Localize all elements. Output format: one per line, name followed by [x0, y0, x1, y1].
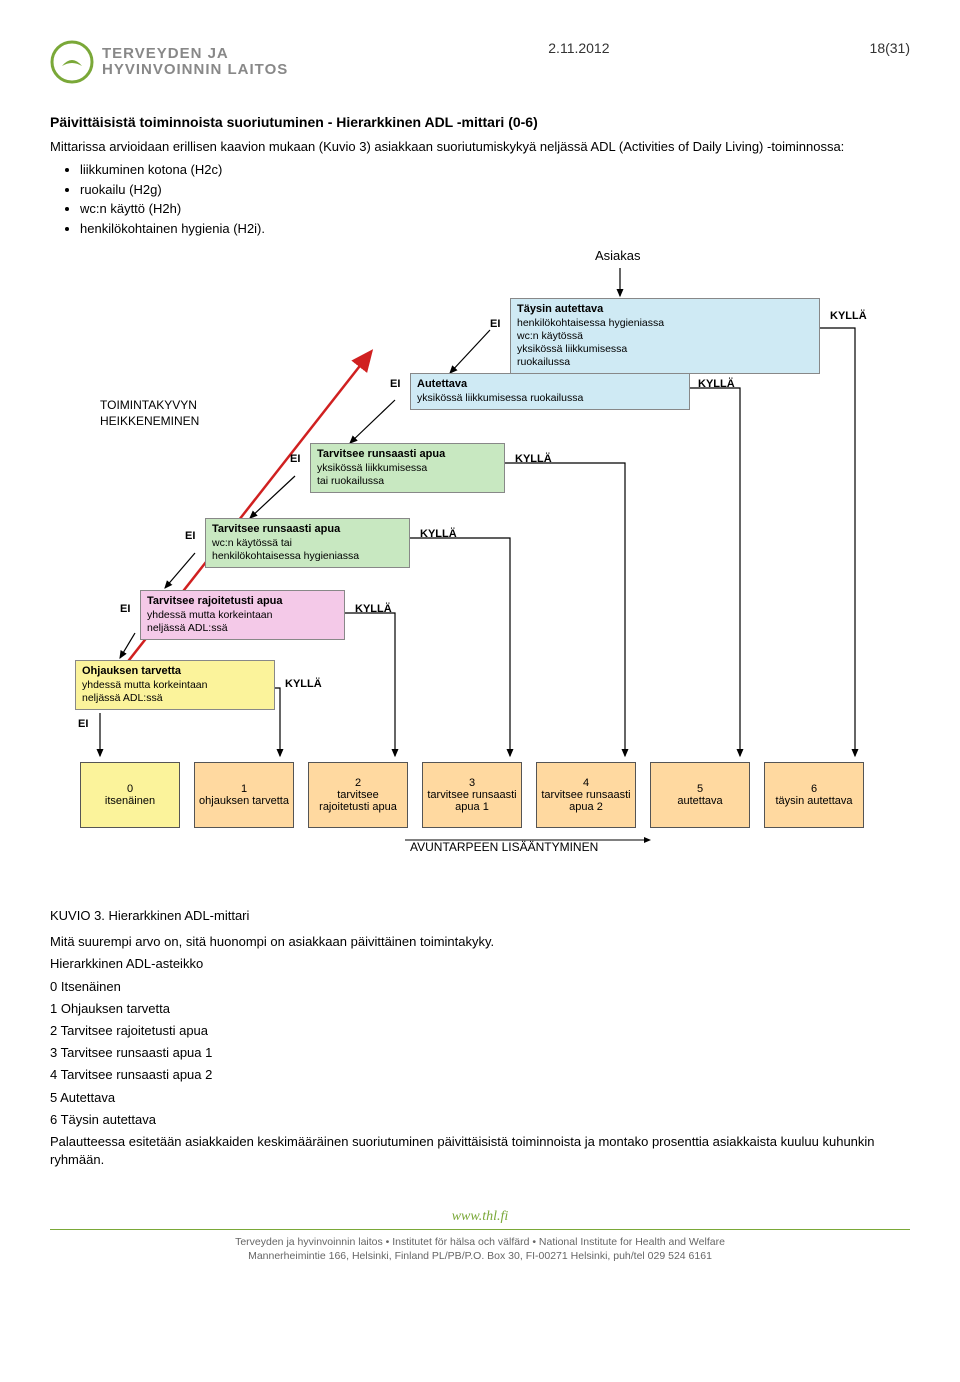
kylla-label: KYLLÄ — [515, 453, 552, 465]
scale-box-0: 0itsenäinen — [80, 762, 180, 828]
ei-label: EI — [120, 603, 130, 615]
level-item: 6 Täysin autettava — [50, 1111, 910, 1129]
bullet-item: liikkuminen kotona (H2c) — [80, 160, 910, 180]
footer-line-2: Mannerheimintie 166, Helsinki, Finland P… — [0, 1250, 960, 1264]
box-autettava: Autettava yksikössä liikkumisessa ruokai… — [410, 373, 690, 410]
footer-line-1: Terveyden ja hyvinvoinnin laitos • Insti… — [0, 1236, 960, 1250]
level-item: 1 Ohjauksen tarvetta — [50, 1000, 910, 1018]
org-logo-block: TERVEYDEN JA HYVINVOINNIN LAITOS — [50, 40, 288, 84]
box-ohjauksen-tarvetta: Ohjauksen tarvetta yhdessä mutta korkein… — [75, 660, 275, 710]
after-text-1: Mitä suurempi arvo on, sitä huonompi on … — [50, 933, 910, 951]
kylla-label: KYLLÄ — [830, 310, 867, 322]
level-item: 3 Tarvitsee runsaasti apua 1 — [50, 1044, 910, 1062]
box-taysin-autettava: Täysin autettava henkilökohtaisessa hygi… — [510, 298, 820, 374]
bullet-item: ruokailu (H2g) — [80, 180, 910, 200]
after-text-2: Hierarkkinen ADL-asteikko — [50, 955, 910, 973]
bullet-item: wc:n käyttö (H2h) — [80, 199, 910, 219]
bullet-item: henkilökohtainen hygienia (H2i). — [80, 219, 910, 239]
page-number: 18(31) — [870, 40, 910, 56]
ei-label: EI — [78, 718, 88, 730]
intro-paragraph: Mittarissa arvioidaan erillisen kaavion … — [50, 138, 910, 156]
footer-url: www.thl.fi — [0, 1208, 960, 1226]
level-item: 5 Autettava — [50, 1089, 910, 1107]
axis-label: AVUNTARPEEN LISÄÄNTYMINEN — [410, 840, 598, 854]
adl-diagram: Asiakas TOIMINTAKYVYN HEIKKENEMINEN Täys… — [50, 248, 910, 888]
ei-label: EI — [490, 318, 500, 330]
doc-date: 2.11.2012 — [548, 40, 609, 56]
scale-box-4: 4tarvitsee runsaasti apua 2 — [536, 762, 636, 828]
scale-box-2: 2tarvitsee rajoitetusti apua — [308, 762, 408, 828]
section-title: Päivittäisistä toiminnoista suoriutumine… — [50, 114, 910, 130]
kylla-label: KYLLÄ — [698, 378, 735, 390]
kylla-label: KYLLÄ — [285, 678, 322, 690]
scale-levels-list: 0 Itsenäinen 1 Ohjauksen tarvetta 2 Tarv… — [50, 978, 910, 1129]
page-header: TERVEYDEN JA HYVINVOINNIN LAITOS 2.11.20… — [50, 40, 910, 84]
closing-paragraph: Palautteessa esitetään asiakkaiden keski… — [50, 1133, 910, 1169]
ei-label: EI — [290, 453, 300, 465]
level-item: 4 Tarvitsee runsaasti apua 2 — [50, 1066, 910, 1084]
org-name: TERVEYDEN JA HYVINVOINNIN LAITOS — [102, 46, 288, 79]
box-runsaasti-2: Tarvitsee runsaasti apua wc:n käytössä t… — [205, 518, 410, 568]
figure-caption: KUVIO 3. Hierarkkinen ADL-mittari — [50, 908, 910, 923]
ei-label: EI — [390, 378, 400, 390]
level-item: 2 Tarvitsee rajoitetusti apua — [50, 1022, 910, 1040]
box-runsaasti-1: Tarvitsee runsaasti apua yksikössä liikk… — [310, 443, 505, 493]
page-footer: www.thl.fi Terveyden ja hyvinvoinnin lai… — [0, 1208, 960, 1263]
box-rajoitetusti: Tarvitsee rajoitetusti apua yhdessä mutt… — [140, 590, 345, 640]
ei-label: EI — [185, 530, 195, 542]
asiakas-label: Asiakas — [595, 248, 641, 263]
intro-bullets: liikkuminen kotona (H2c) ruokailu (H2g) … — [80, 160, 910, 238]
scale-row: 0itsenäinen 1ohjauksen tarvetta 2tarvits… — [80, 762, 910, 828]
kylla-label: KYLLÄ — [355, 603, 392, 615]
kylla-label: KYLLÄ — [420, 528, 457, 540]
scale-box-6: 6täysin autettava — [764, 762, 864, 828]
thl-logo-icon — [50, 40, 94, 84]
scale-box-5: 5autettava — [650, 762, 750, 828]
toimintakyky-label: TOIMINTAKYVYN HEIKKENEMINEN — [100, 398, 199, 429]
scale-box-1: 1ohjauksen tarvetta — [194, 762, 294, 828]
scale-box-3: 3tarvitsee runsaasti apua 1 — [422, 762, 522, 828]
level-item: 0 Itsenäinen — [50, 978, 910, 996]
